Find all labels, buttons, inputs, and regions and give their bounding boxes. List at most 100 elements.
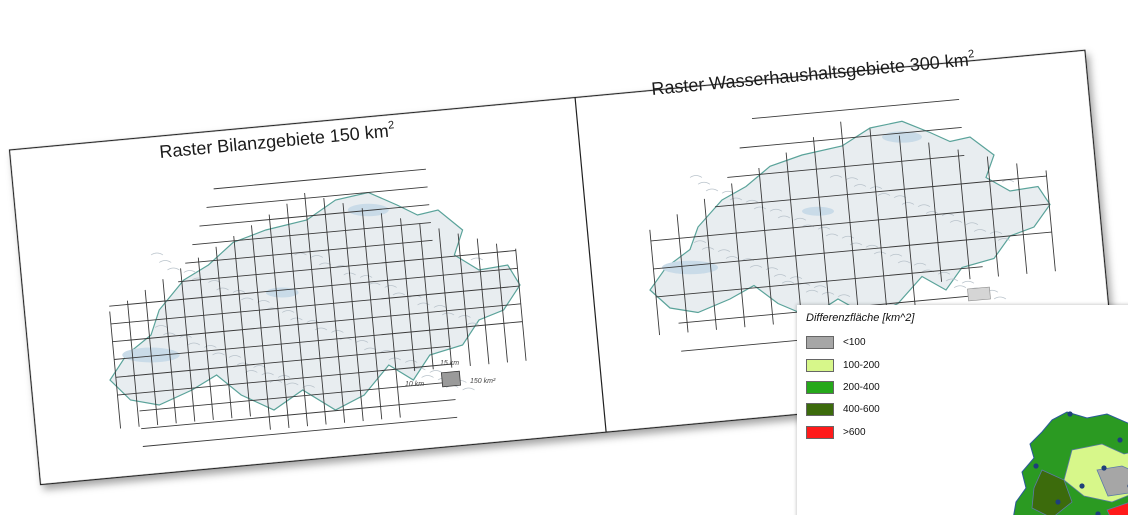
grid-line-vertical (957, 149, 971, 280)
legend-swatch (806, 403, 834, 416)
relief-stroke (717, 249, 731, 253)
relief-stroke (901, 202, 915, 205)
grid-line-vertical (898, 135, 918, 325)
grid-line-horizontal (206, 186, 428, 208)
relief-stroke (769, 208, 783, 212)
relief-stroke (845, 177, 859, 181)
grid-line-vertical (785, 152, 804, 336)
grid-line-vertical (162, 279, 177, 424)
grid-line-horizontal (114, 321, 523, 360)
relief-stroke (897, 260, 911, 264)
grid-line-vertical (126, 300, 140, 427)
grid-line-horizontal (650, 203, 1050, 242)
raster-grid-150 (109, 168, 527, 447)
relief-stroke (997, 238, 1011, 241)
relief-stroke (697, 181, 711, 185)
relief-stroke (849, 242, 863, 246)
relief-stroke (241, 297, 254, 301)
scale-marker: 10 km 15 km 150 km² (405, 360, 496, 388)
relief-stroke (949, 220, 963, 223)
grid-line-vertical (109, 311, 122, 429)
legend-item: 200-400 (806, 381, 880, 394)
grid-line-horizontal (192, 222, 431, 246)
scale-marker-faint (967, 286, 991, 302)
legend-item: >600 (806, 426, 866, 439)
relief-stroke (286, 382, 299, 386)
legend-item: 400-600 (806, 403, 880, 416)
grid-line-horizontal (714, 175, 1047, 208)
scale-label-height: 15 km (440, 360, 459, 367)
grid-line-horizontal (112, 303, 521, 343)
relief-stroke (837, 294, 851, 298)
inset-station-markers (1033, 411, 1128, 515)
relief-stroke (359, 275, 373, 278)
grid-line-horizontal (727, 154, 965, 178)
relief-stroke (228, 355, 242, 358)
legend-label: <100 (843, 337, 866, 348)
scale-label-area: 150 km² (470, 378, 496, 385)
grid-line-vertical (380, 213, 401, 418)
relief-stroke (853, 184, 867, 187)
grid-line-vertical (869, 128, 889, 328)
relief-stroke (216, 287, 229, 291)
relief-stroke (765, 267, 779, 271)
grid-line-vertical (812, 137, 832, 333)
inset-region-400-600 (1031, 469, 1073, 515)
relief-stroke (236, 362, 250, 366)
grid-line-vertical (986, 156, 999, 277)
grid-line-vertical (676, 214, 689, 333)
relief-stroke (705, 188, 719, 192)
relief-stroke (314, 327, 328, 331)
relief-stroke (355, 340, 369, 343)
grid-line-vertical (476, 238, 490, 365)
grid-line-horizontal (185, 239, 433, 264)
grid-line-horizontal (142, 416, 458, 447)
relief-stroke (953, 285, 967, 289)
relief-stroke (204, 345, 217, 348)
relief-stroke (973, 229, 987, 232)
relief-stroke (294, 252, 307, 256)
grid-line-vertical (515, 248, 527, 361)
grid-line-vertical (233, 236, 251, 417)
legend-swatch (806, 381, 834, 394)
grid-line-vertical (840, 121, 861, 331)
relief-stroke (993, 296, 1007, 300)
relief-stroke (869, 186, 883, 190)
relief-stroke (154, 325, 168, 328)
relief-stroke (781, 280, 795, 284)
relief-stroke (745, 199, 759, 203)
relief-stroke (961, 280, 975, 284)
grid-line-horizontal (117, 363, 453, 396)
legend-swatch (806, 359, 834, 372)
relief-stroke (721, 190, 735, 194)
legend-label: 400-600 (843, 404, 880, 415)
relief-stroke (917, 204, 931, 208)
relief-stroke (937, 271, 951, 275)
scale-label-width: 10 km (405, 381, 424, 388)
relief-stroke (167, 267, 180, 271)
relief-stroke (470, 257, 483, 261)
grid-line-horizontal (110, 285, 520, 325)
grid-line-vertical (144, 289, 159, 426)
grid-line-horizontal (115, 345, 451, 378)
grid-line-horizontal (109, 267, 518, 307)
relief-stroke (261, 372, 274, 376)
grid-line-vertical (323, 198, 346, 423)
grid-line-vertical (758, 167, 774, 325)
grid-line-vertical (342, 203, 364, 422)
grid-line-horizontal (199, 204, 430, 227)
relief-stroke (913, 262, 927, 266)
grid-line-vertical (496, 243, 508, 363)
relief-stroke (825, 233, 839, 237)
relief-stroke (405, 360, 418, 363)
legend-item: 100-200 (806, 359, 880, 372)
grid-line-vertical (268, 214, 290, 428)
relief-stroke (306, 320, 319, 323)
relief-stroke (421, 375, 434, 378)
grid-line-vertical (649, 229, 661, 336)
legend-swatch (806, 426, 834, 439)
grid-line-vertical (361, 208, 383, 420)
grid-line-horizontal (656, 266, 983, 298)
relief-stroke (384, 285, 397, 288)
